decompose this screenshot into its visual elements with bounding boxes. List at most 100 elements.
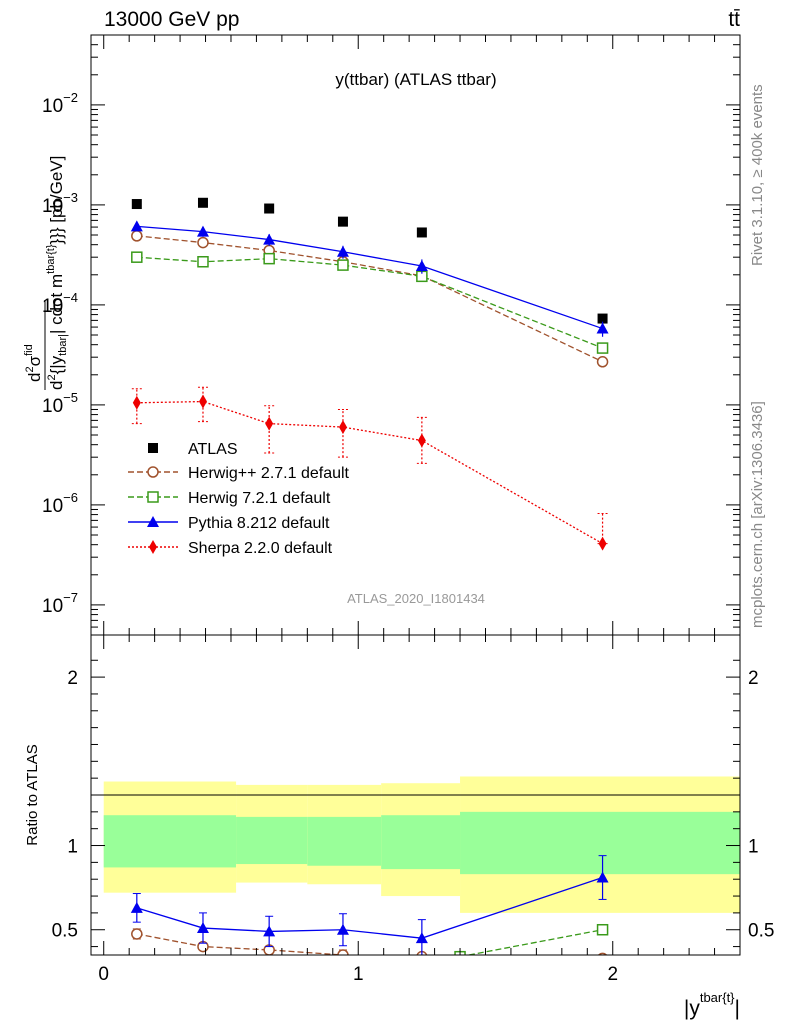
data-point	[417, 433, 426, 448]
data-point	[132, 395, 141, 410]
data-point	[598, 536, 607, 551]
legend-marker-atlas	[148, 443, 158, 453]
data-point	[196, 225, 209, 237]
data-point	[197, 197, 208, 208]
ytick-exp: −6	[63, 490, 78, 505]
data-point	[197, 256, 209, 268]
ylabel-d2: d	[47, 381, 66, 390]
main-ylabel: d2σfid d2{|ytbar|| cdot mtbar{t}}}} [pb/…	[23, 156, 69, 390]
data-point	[197, 236, 209, 249]
energy-label: 13000 GeV pp	[104, 8, 239, 31]
main-series-0	[131, 197, 608, 324]
xlabel-sup: tbar{t}	[700, 990, 735, 1005]
mcplots-label: mcplots.cern.ch [arXiv:1306.3436]	[749, 401, 766, 628]
ratio-bands	[103, 776, 740, 913]
svg-text:d2{|ytbar|| cdot mtbar{t}}}} [: d2{|ytbar|| cdot mtbar{t}}}} [pb/GeV]	[45, 156, 69, 390]
main-series-2	[131, 251, 609, 354]
series-line	[136, 235, 603, 363]
data-point	[131, 199, 142, 210]
ylabel-sigma: σ	[25, 355, 44, 366]
process-label: tt̄	[728, 8, 740, 31]
ytick-exp: −5	[63, 390, 78, 405]
ytick-exp: −3	[63, 190, 78, 205]
data-point	[337, 259, 349, 271]
ratio-line	[136, 933, 374, 955]
ytick-exp: −4	[63, 290, 78, 305]
main-ytick-labels: 10−710−610−510−410−310−2	[42, 90, 78, 617]
data-point	[131, 230, 143, 242]
main-series	[130, 197, 609, 551]
ratio-ytick-label-right: 0.5	[748, 921, 774, 942]
ratio-point	[596, 923, 609, 936]
main-ytick-label: 10−6	[42, 490, 78, 517]
ylabel-d2-sup: 2	[46, 374, 58, 380]
main-ytick-label: 10−5	[42, 390, 78, 417]
ylabel-rest: }}} [pb/GeV]	[47, 156, 66, 245]
main-ytick-label: 10−4	[42, 290, 78, 317]
main-series-1	[131, 230, 609, 368]
ratio-panel: 0.5 0.5 1 1 2 2 0 1 2 Ratio to ATLAS |ytbar{t}|	[24, 634, 774, 1020]
data-point	[597, 313, 608, 324]
ratio-point	[596, 871, 609, 883]
main-series-3	[130, 220, 609, 337]
series-line	[136, 400, 603, 545]
ratio-xtick-label: 0	[98, 964, 109, 985]
ratio-ticks: 0.5 0.5 1 1 2 2 0 1 2	[52, 635, 774, 985]
ratio-band-inner	[460, 811, 740, 875]
ratio-band-inner	[103, 815, 237, 868]
legend-marker-sherpa	[149, 540, 157, 554]
data-point	[263, 252, 275, 265]
data-point	[596, 342, 609, 354]
ytick-base: 10	[42, 596, 63, 617]
data-point	[336, 245, 349, 257]
legend-label-pythia: Pythia 8.212 default	[188, 515, 330, 532]
ylabel-fid: fid	[23, 344, 35, 356]
ratio-band-inner	[307, 816, 382, 866]
data-point	[130, 220, 143, 232]
ratio-ytick-label: 1	[67, 837, 78, 858]
ytick-exp: −2	[63, 90, 78, 105]
ratio-line	[465, 929, 603, 955]
ratio-xtick-label: 2	[607, 964, 618, 985]
legend-entry-atlas: ATLAS	[148, 441, 238, 458]
legend-label-herwigpp: Herwig++ 2.7.1 default	[188, 465, 350, 482]
ratio-line	[136, 876, 603, 939]
legend-label-herwig7: Herwig 7.2.1 default	[188, 490, 331, 507]
main-ticks	[91, 34, 740, 636]
ytick-base: 10	[42, 296, 63, 317]
legend-marker-herwig7	[147, 491, 159, 503]
ratio-series-2	[130, 855, 609, 955]
ratio-series-1	[454, 923, 609, 955]
rivet-label: Rivet 3.1.10, ≥ 400k events	[749, 84, 766, 266]
main-ytick-label: 10−2	[42, 90, 78, 117]
main-ytick-label: 10−3	[42, 190, 78, 217]
ylabel-sub-tbar: tbar|	[57, 334, 69, 356]
legend-entry-sherpa: Sherpa 2.2.0 default	[128, 540, 333, 557]
data-point	[198, 394, 207, 409]
ylabel-bracket: {|y	[47, 355, 66, 374]
ratio-point	[263, 925, 276, 937]
ratio-ytick-label-right: 2	[748, 668, 759, 689]
legend-marker-pythia	[147, 516, 159, 527]
ratio-frame	[90, 634, 741, 956]
ytick-exp: −7	[63, 590, 78, 605]
ratio-band-inner	[236, 816, 308, 865]
legend: ATLAS Herwig++ 2.7.1 default Herwig 7.2.…	[128, 441, 350, 557]
ratio-ylabel: Ratio to ATLAS	[24, 744, 41, 845]
ylabel-sup2: 2	[24, 366, 36, 372]
ytick-base: 10	[42, 496, 63, 517]
series-line	[136, 256, 603, 349]
ratio-xlabel: |ytbar{t}|	[684, 990, 740, 1020]
data-point	[131, 251, 143, 263]
data-point	[416, 227, 427, 238]
svg-text:d2σfid: d2σfid	[23, 344, 44, 382]
data-point	[264, 203, 275, 214]
ratio-ytick-label: 2	[67, 668, 78, 689]
data-point	[338, 420, 347, 435]
legend-entry-pythia: Pythia 8.212 default	[128, 515, 330, 532]
legend-entry-herwigpp: Herwig++ 2.7.1 default	[128, 465, 350, 482]
series-line	[136, 225, 603, 330]
ratio-point	[337, 949, 349, 955]
legend-label-sherpa: Sherpa 2.2.0 default	[188, 540, 333, 557]
